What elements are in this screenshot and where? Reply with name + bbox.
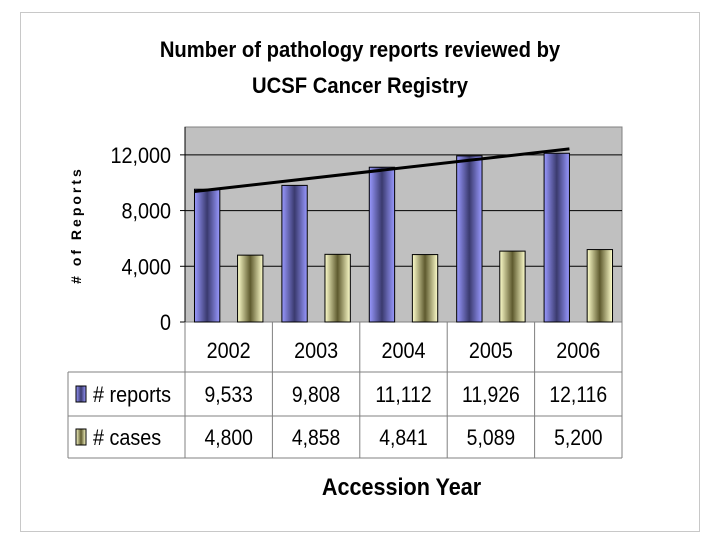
bar-reports-2002 [193,188,221,323]
y-tick-label: 0 [160,311,171,335]
bar-reports-2006 [543,152,570,323]
x-category-label: 2003 [294,339,338,363]
bar-cases-2003 [324,253,351,323]
bar-reports-2003 [281,184,308,323]
x-axis-label: Accession Year [0,474,720,502]
y-tick-label: 8,000 [121,200,171,224]
chart-title-line-1: Number of pathology reports reviewed by [159,37,561,62]
legend-label: # reports [93,383,171,407]
data-label: 12,116 [549,383,607,407]
slide-frame [20,12,700,532]
data-label: 11,926 [462,383,520,407]
y-tick-label: 12,000 [110,144,171,168]
x-category-label: 2002 [207,339,251,363]
bar-cases-2002 [237,254,264,323]
data-label: 4,841 [379,426,427,450]
data-label: 4,800 [204,426,252,450]
bar-reports-2004 [368,166,396,323]
bar-reports-2005 [456,155,483,323]
legend-label: # cases [93,426,161,450]
x-axis-label-text: Accession Year [322,474,482,501]
trendline [194,147,570,193]
chart-title: Number of pathology reports reviewed by … [0,32,720,104]
bar-cases-2006 [586,249,614,323]
data-label: 9,533 [204,383,252,407]
bar-cases-2005 [499,250,526,323]
data-label: 5,200 [554,426,602,450]
legend-swatch-reports [75,385,87,403]
data-label: 9,808 [292,383,340,407]
y-tick-label: 4,000 [121,255,171,279]
bar-cases-2004 [411,254,439,323]
data-label: 11,112 [375,383,431,407]
x-category-label: 2006 [556,339,600,363]
x-category-label: 2004 [381,339,425,363]
legend-swatch-cases [75,428,87,446]
chart-title-line-2: UCSF Cancer Registry [252,73,468,98]
data-label: 4,858 [292,426,340,450]
data-label: 5,089 [467,426,515,450]
x-category-label: 2005 [469,339,513,363]
